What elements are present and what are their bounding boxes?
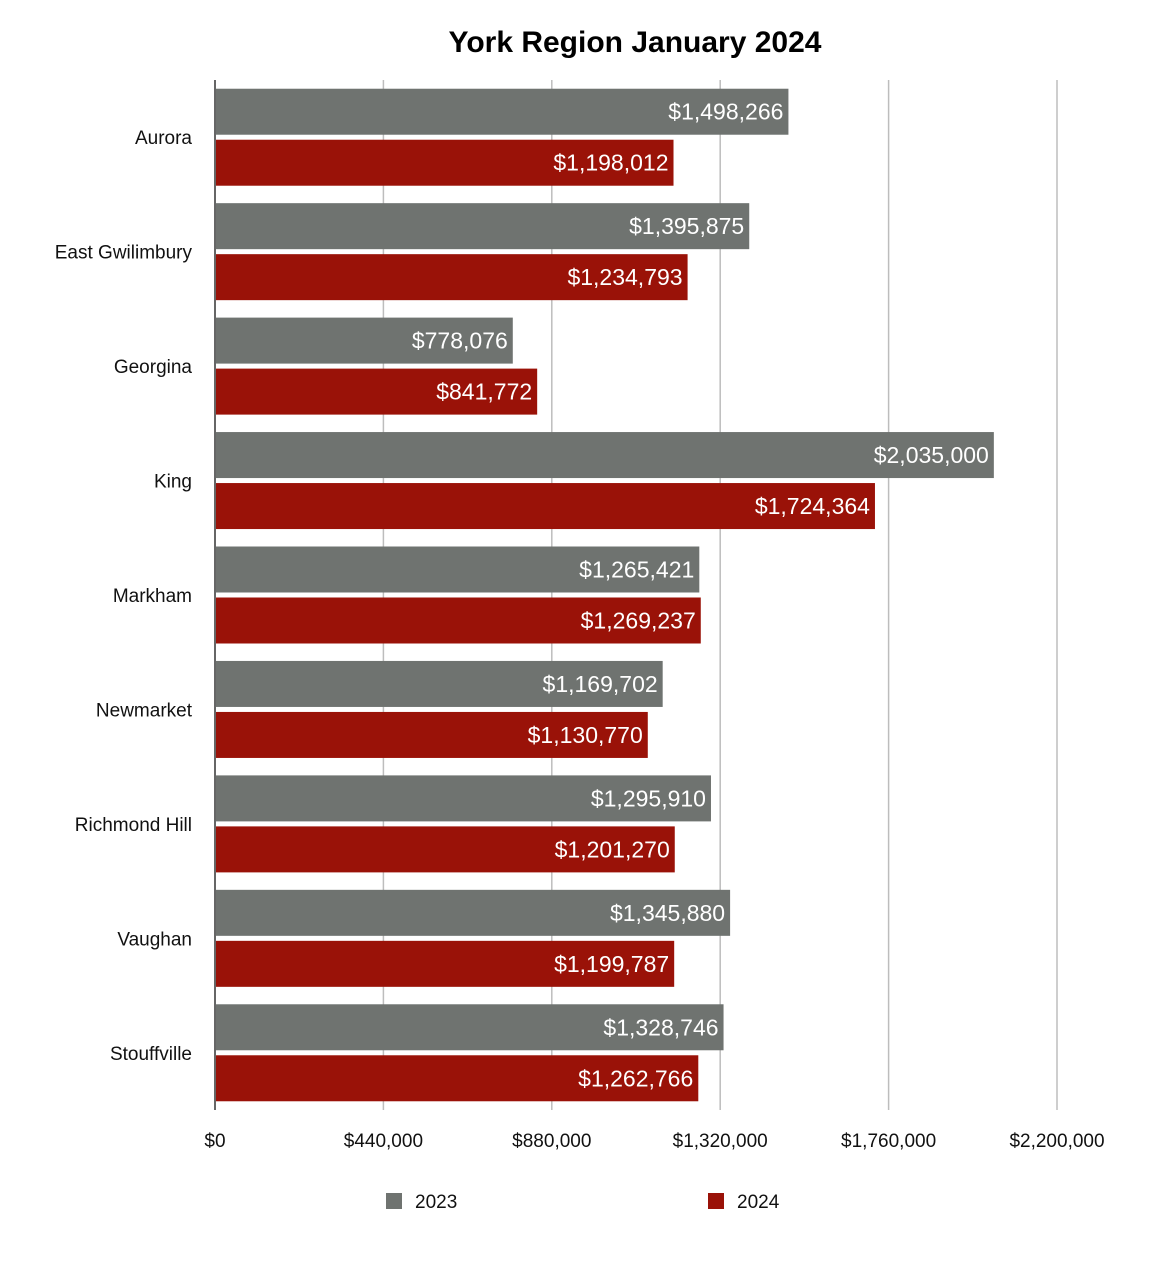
x-tick-label: $440,000: [344, 1131, 423, 1152]
bar-2023: [216, 889, 731, 936]
bars: $1,498,266$1,198,012 $1,395,875 $1,234,793…: [216, 88, 994, 1102]
category-label: East Gwilimbury: [55, 243, 193, 264]
category-label: Vaughan: [117, 929, 192, 950]
legend: 2023 2024: [386, 1192, 780, 1213]
bar-value-label: $1,498,266: [668, 99, 783, 125]
bar-2023: [216, 1004, 724, 1051]
bar-2024: [216, 254, 688, 301]
bar-value-label: $1,265,421: [579, 557, 694, 583]
bar-value-label: $841,772: [436, 379, 532, 405]
bar-value-label: $1,201,270: [555, 836, 670, 862]
bar-value-label: $1,295,910: [591, 785, 706, 811]
bar-value-label: $1,724,364: [755, 493, 870, 519]
gridlines: [214, 80, 1058, 1110]
legend-swatch-2023: [386, 1193, 402, 1209]
x-tick-label: $2,200,000: [1009, 1131, 1104, 1152]
chart-title: York Region January 2024: [449, 26, 822, 59]
legend-label: 2023: [415, 1192, 457, 1213]
bar-2023: [216, 88, 789, 135]
category-label: Newmarket: [96, 700, 193, 721]
bar-2023: [216, 546, 700, 593]
bar-value-label: $1,130,770: [528, 722, 643, 748]
bar-2024: [216, 1055, 699, 1102]
x-tick-label: $1,760,000: [841, 1131, 936, 1152]
category-label: Stouffville: [110, 1044, 192, 1065]
x-tick-labels: $0 $440,000 $880,000 $1,320,000 $1,760,000 $2…: [204, 1131, 1104, 1152]
bar-value-label: $1,169,702: [543, 671, 658, 697]
bar-value-label: $1,328,746: [603, 1014, 718, 1040]
bar-2023: [216, 775, 711, 822]
category-label: Markham: [113, 586, 192, 607]
bar-2023: [216, 203, 750, 250]
bar-value-label: $1,262,766: [578, 1065, 693, 1091]
bar-2024: [216, 368, 538, 415]
bar-2023: [216, 317, 513, 364]
bar-value-label: $1,234,793: [567, 264, 682, 290]
x-tick-label: $0: [204, 1131, 225, 1152]
bar-value-label: $1,269,237: [581, 608, 696, 634]
bar-2023: [216, 432, 994, 479]
legend-label: 2024: [737, 1192, 780, 1213]
category-label: King: [154, 472, 192, 493]
bar-2023: [216, 660, 663, 707]
bar-value-label: $2,035,000: [874, 442, 989, 468]
category-labels: Aurora East Gwilimbury Georgina King Markham…: [55, 128, 193, 1065]
bar-2024: [216, 139, 674, 186]
bar-2024: [216, 483, 875, 530]
bar-value-label: $778,076: [412, 328, 508, 354]
bar-value-label: $1,395,875: [629, 213, 744, 239]
bar-value-label: $1,198,012: [553, 150, 668, 176]
bar-2024: [216, 826, 675, 873]
bar-2024: [216, 711, 648, 758]
bar-2024: [216, 940, 675, 987]
bar-2024: [216, 597, 701, 644]
legend-swatch-2024: [708, 1193, 724, 1209]
category-label: Richmond Hill: [75, 815, 192, 836]
x-tick-label: $880,000: [512, 1131, 591, 1152]
category-label: Aurora: [135, 128, 192, 149]
category-label: Georgina: [114, 357, 193, 378]
x-tick-label: $1,320,000: [673, 1131, 768, 1152]
bar-value-label: $1,345,880: [610, 900, 725, 926]
bar-value-label: $1,199,787: [554, 951, 669, 977]
